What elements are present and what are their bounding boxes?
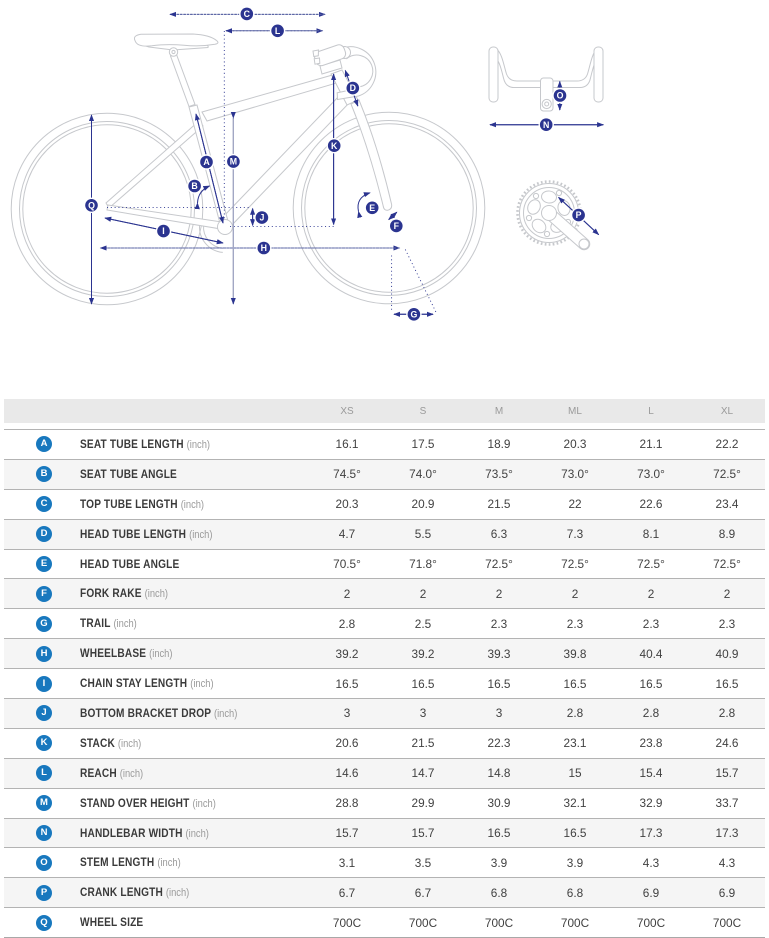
svg-text:J: J: [259, 213, 264, 223]
svg-text:F: F: [394, 221, 400, 231]
svg-text:B: B: [191, 181, 197, 191]
svg-text:K: K: [331, 141, 338, 151]
svg-text:E: E: [369, 203, 375, 213]
svg-text:C: C: [244, 9, 251, 19]
svg-text:L: L: [275, 26, 281, 36]
svg-text:A: A: [203, 157, 210, 167]
svg-text:P: P: [576, 210, 582, 220]
svg-text:M: M: [230, 157, 237, 167]
svg-text:N: N: [543, 120, 549, 130]
svg-text:O: O: [557, 91, 564, 101]
svg-text:G: G: [410, 309, 417, 319]
svg-text:H: H: [261, 243, 267, 253]
svg-text:I: I: [162, 226, 164, 236]
svg-text:Q: Q: [88, 200, 95, 210]
svg-text:D: D: [350, 83, 356, 93]
